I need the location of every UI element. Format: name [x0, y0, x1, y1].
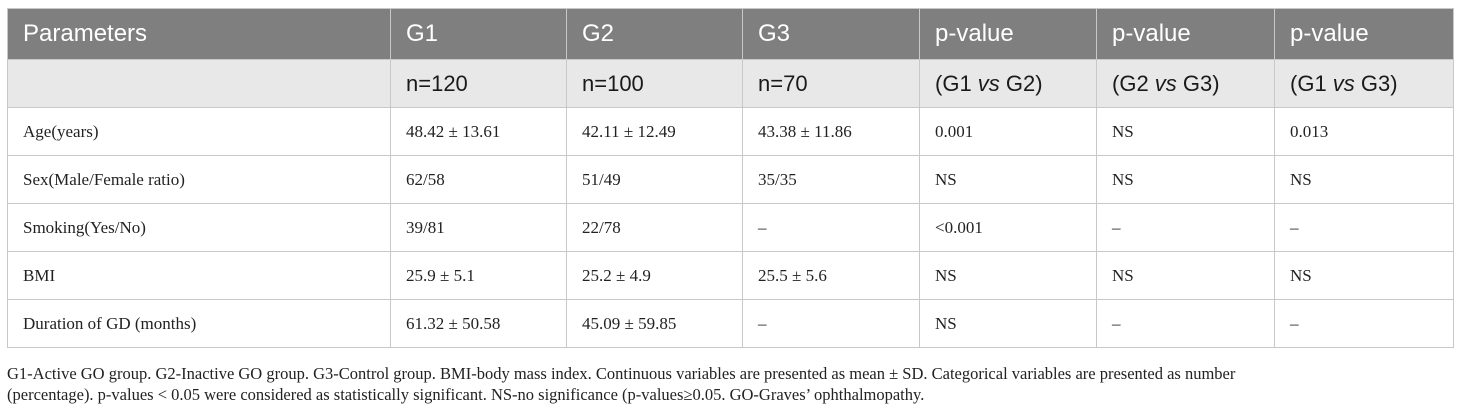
cell-p-g1-g2: <0.001 [919, 203, 1097, 252]
subheader-g1-vs-g2: (G1 vs G2) [919, 59, 1097, 108]
caption-line-1: G1-Active GO group. G2-Inactive GO group… [7, 364, 1236, 383]
parameters-table: Parameters G1 G2 G3 p-value p-value p-va… [7, 8, 1454, 348]
cell-p-g2-g3: – [1096, 203, 1275, 252]
header-pvalue-g1-g3: p-value [1274, 8, 1454, 60]
cell-parameter: Smoking(Yes/No) [7, 203, 391, 252]
cell-p-g2-g3: NS [1096, 155, 1275, 204]
cell-p-g1-g2: NS [919, 251, 1097, 300]
header-g1: G1 [390, 8, 567, 60]
caption-line-2: (percentage). p-values < 0.05 were consi… [7, 385, 925, 404]
cell-g2: 45.09 ± 59.85 [566, 299, 743, 348]
subheader-g2-vs-g3: (G2 vs G3) [1096, 59, 1275, 108]
cell-g1: 25.9 ± 5.1 [390, 251, 567, 300]
header-g3: G3 [742, 8, 920, 60]
cell-g3: – [742, 299, 920, 348]
table-container: Parameters G1 G2 G3 p-value p-value p-va… [7, 8, 1454, 348]
header-parameters: Parameters [7, 8, 391, 60]
cell-p-g1-g3: – [1274, 203, 1454, 252]
table-row: Age(years) 48.42 ± 13.61 42.11 ± 12.49 4… [7, 107, 1454, 156]
cell-g2: 25.2 ± 4.9 [566, 251, 743, 300]
cell-p-g1-g3: NS [1274, 155, 1454, 204]
table-row: Sex(Male/Female ratio) 62/58 51/49 35/35… [7, 155, 1454, 204]
subheader-row: n=120 n=100 n=70 (G1 vs G2) (G2 vs G3) (… [7, 59, 1454, 108]
cell-g3: 25.5 ± 5.6 [742, 251, 920, 300]
table-row: Smoking(Yes/No) 39/81 22/78 – <0.001 – – [7, 203, 1454, 252]
subheader-g3-n: n=70 [742, 59, 920, 108]
cell-parameter: Sex(Male/Female ratio) [7, 155, 391, 204]
header-pvalue-g2-g3: p-value [1096, 8, 1275, 60]
cell-parameter: BMI [7, 251, 391, 300]
cell-g2: 42.11 ± 12.49 [566, 107, 743, 156]
table-caption: G1-Active GO group. G2-Inactive GO group… [7, 363, 1453, 405]
cell-p-g1-g3: – [1274, 299, 1454, 348]
cell-p-g1-g3: NS [1274, 251, 1454, 300]
cell-p-g1-g2: NS [919, 299, 1097, 348]
subheader-g1-vs-g3: (G1 vs G3) [1274, 59, 1454, 108]
cell-parameter: Age(years) [7, 107, 391, 156]
cell-p-g2-g3: NS [1096, 107, 1275, 156]
cell-p-g1-g2: 0.001 [919, 107, 1097, 156]
cell-p-g1-g2: NS [919, 155, 1097, 204]
header-row: Parameters G1 G2 G3 p-value p-value p-va… [7, 8, 1454, 60]
cell-g3: 43.38 ± 11.86 [742, 107, 920, 156]
subheader-empty [7, 59, 391, 108]
header-g2: G2 [566, 8, 743, 60]
table-row: Duration of GD (months) 61.32 ± 50.58 45… [7, 299, 1454, 348]
cell-g1: 61.32 ± 50.58 [390, 299, 567, 348]
cell-p-g1-g3: 0.013 [1274, 107, 1454, 156]
cell-g1: 48.42 ± 13.61 [390, 107, 567, 156]
cell-g1: 62/58 [390, 155, 567, 204]
subheader-g2-n: n=100 [566, 59, 743, 108]
table-row: BMI 25.9 ± 5.1 25.2 ± 4.9 25.5 ± 5.6 NS … [7, 251, 1454, 300]
cell-g3: – [742, 203, 920, 252]
cell-p-g2-g3: NS [1096, 251, 1275, 300]
cell-g2: 51/49 [566, 155, 743, 204]
cell-p-g2-g3: – [1096, 299, 1275, 348]
cell-g3: 35/35 [742, 155, 920, 204]
cell-g1: 39/81 [390, 203, 567, 252]
cell-parameter: Duration of GD (months) [7, 299, 391, 348]
cell-g2: 22/78 [566, 203, 743, 252]
subheader-g1-n: n=120 [390, 59, 567, 108]
header-pvalue-g1-g2: p-value [919, 8, 1097, 60]
